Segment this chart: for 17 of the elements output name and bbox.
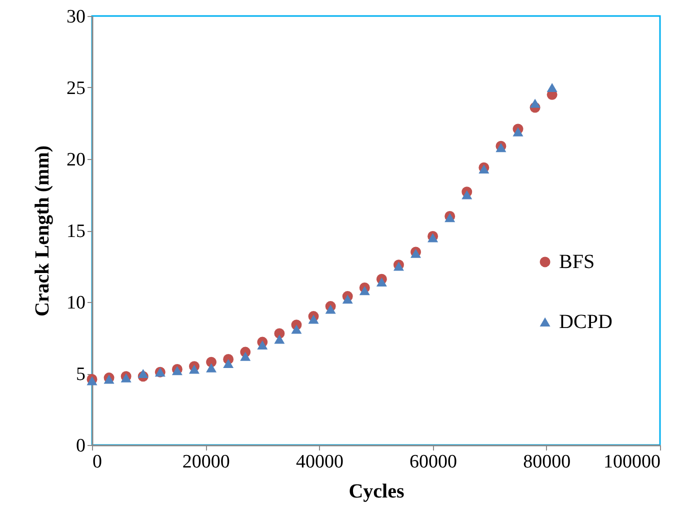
y-tick-label: 15 xyxy=(66,221,86,242)
legend-label: DCPD xyxy=(559,310,612,333)
x-tick-label: 40000 xyxy=(296,452,344,472)
y-tick-label: 10 xyxy=(66,292,86,314)
y-tick-label: 5 xyxy=(76,364,86,385)
y-tick-label: 20 xyxy=(66,150,86,170)
y-axis-title: Crack Length (mm) xyxy=(32,145,54,317)
x-tick-label: 0 xyxy=(92,452,102,472)
x-axis-title: Cycles xyxy=(348,480,404,502)
x-tick-label: 60000 xyxy=(410,452,458,472)
legend-label: BFS xyxy=(559,250,595,273)
x-tick-label: 100000 xyxy=(604,452,660,472)
y-tick-label: 25 xyxy=(66,78,86,99)
x-tick-label: 20000 xyxy=(182,452,230,472)
y-tick-label: 0 xyxy=(76,436,86,456)
y-tick-label: 30 xyxy=(66,6,86,28)
x-tick-label: 80000 xyxy=(523,452,571,472)
